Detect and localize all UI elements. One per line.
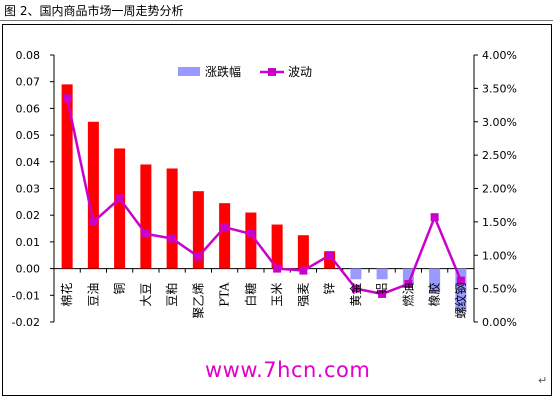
left-tick-label: 0.00	[16, 263, 41, 276]
category-label: 燃油	[400, 283, 415, 307]
watermark: www.7hcn.com	[205, 358, 371, 382]
bar-豆油	[87, 121, 99, 269]
volatility-point-棉花	[63, 94, 72, 103]
left-tick-label: 0.02	[16, 209, 41, 222]
right-tick-label: 0.50%	[482, 283, 517, 296]
bar-燃油	[402, 268, 414, 285]
category-label: 白糖	[243, 283, 258, 307]
left-tick-label: -0.02	[12, 316, 40, 329]
category-label: 铝	[374, 283, 389, 295]
bar-铜	[114, 148, 126, 269]
figure-caption: 图 2、国内商品市场一周走势分析	[4, 4, 184, 18]
chart-frame	[2, 24, 552, 396]
bar-棉花	[61, 84, 73, 269]
left-tick-label: 0.05	[16, 129, 41, 142]
category-label: 螺纹钢	[454, 283, 468, 319]
volatility-point-燃油	[404, 279, 413, 288]
category-label: PTA	[218, 282, 232, 306]
category-label: 黄金	[348, 283, 363, 307]
volatility-point-PTA	[220, 223, 229, 232]
legend-label-bar: 涨跌幅	[205, 64, 241, 79]
left-tick-label: 0.04	[16, 156, 41, 169]
right-tick-label: 0.00%	[482, 316, 517, 329]
left-tick-label: 0.01	[16, 236, 41, 249]
bar-橡胶	[429, 268, 441, 293]
left-tick-label: -0.01	[12, 289, 40, 302]
volatility-point-螺纹钢	[456, 276, 465, 285]
left-tick-label: 0.07	[16, 76, 41, 89]
legend-swatch-marker	[268, 68, 276, 76]
volatility-point-锌	[325, 251, 334, 260]
category-label: 豆粕	[164, 283, 179, 307]
volatility-point-铜	[115, 194, 124, 203]
bar-锌	[324, 251, 336, 269]
category-label: 棉花	[59, 283, 74, 307]
category-label: 锌	[323, 283, 337, 295]
volatility-point-强麦	[299, 266, 308, 275]
bar-大豆	[140, 164, 152, 269]
volatility-point-玉米	[273, 264, 282, 273]
right-tick-label: 1.50%	[482, 216, 517, 229]
bar-铝	[376, 268, 388, 280]
bar-强麦	[297, 235, 309, 269]
return-mark: ↵	[538, 374, 548, 387]
bar-螺纹钢	[455, 268, 467, 312]
category-label: 玉米	[270, 283, 284, 307]
volatility-line	[65, 98, 463, 296]
category-label: 聚乙烯	[191, 283, 205, 319]
category-label: 橡胶	[427, 283, 442, 307]
volatility-point-大豆	[141, 229, 150, 238]
volatility-point-豆油	[89, 217, 98, 226]
volatility-point-铝	[378, 289, 387, 298]
right-tick-label: 2.00%	[482, 183, 517, 196]
category-label: 豆油	[86, 283, 100, 307]
volatility-point-白糖	[246, 229, 255, 238]
bar-聚乙烯	[192, 191, 204, 269]
category-label: 大豆	[139, 283, 153, 307]
left-tick-label: 0.08	[16, 49, 41, 62]
legend-label-line: 波动	[288, 65, 312, 79]
caption-rule	[0, 20, 553, 21]
category-label: 铜	[112, 283, 127, 295]
bar-PTA	[219, 203, 231, 269]
bar-黄金	[350, 268, 362, 280]
volatility-point-聚乙烯	[194, 252, 203, 261]
volatility-point-橡胶	[430, 213, 439, 222]
legend-swatch-bar	[178, 67, 200, 76]
right-tick-label: 4.00%	[482, 49, 517, 62]
right-tick-label: 2.50%	[482, 149, 517, 162]
right-tick-label: 3.50%	[482, 82, 517, 95]
bar-豆粕	[166, 168, 178, 269]
right-tick-label: 1.00%	[482, 249, 517, 262]
volatility-point-黄金	[351, 284, 360, 293]
left-tick-label: 0.03	[16, 183, 41, 196]
right-tick-label: 3.00%	[482, 116, 517, 129]
volatility-point-豆粕	[168, 234, 177, 243]
bar-白糖	[245, 212, 257, 269]
bar-玉米	[271, 224, 283, 269]
category-label: 强麦	[296, 283, 310, 307]
left-tick-label: 0.06	[16, 102, 41, 115]
